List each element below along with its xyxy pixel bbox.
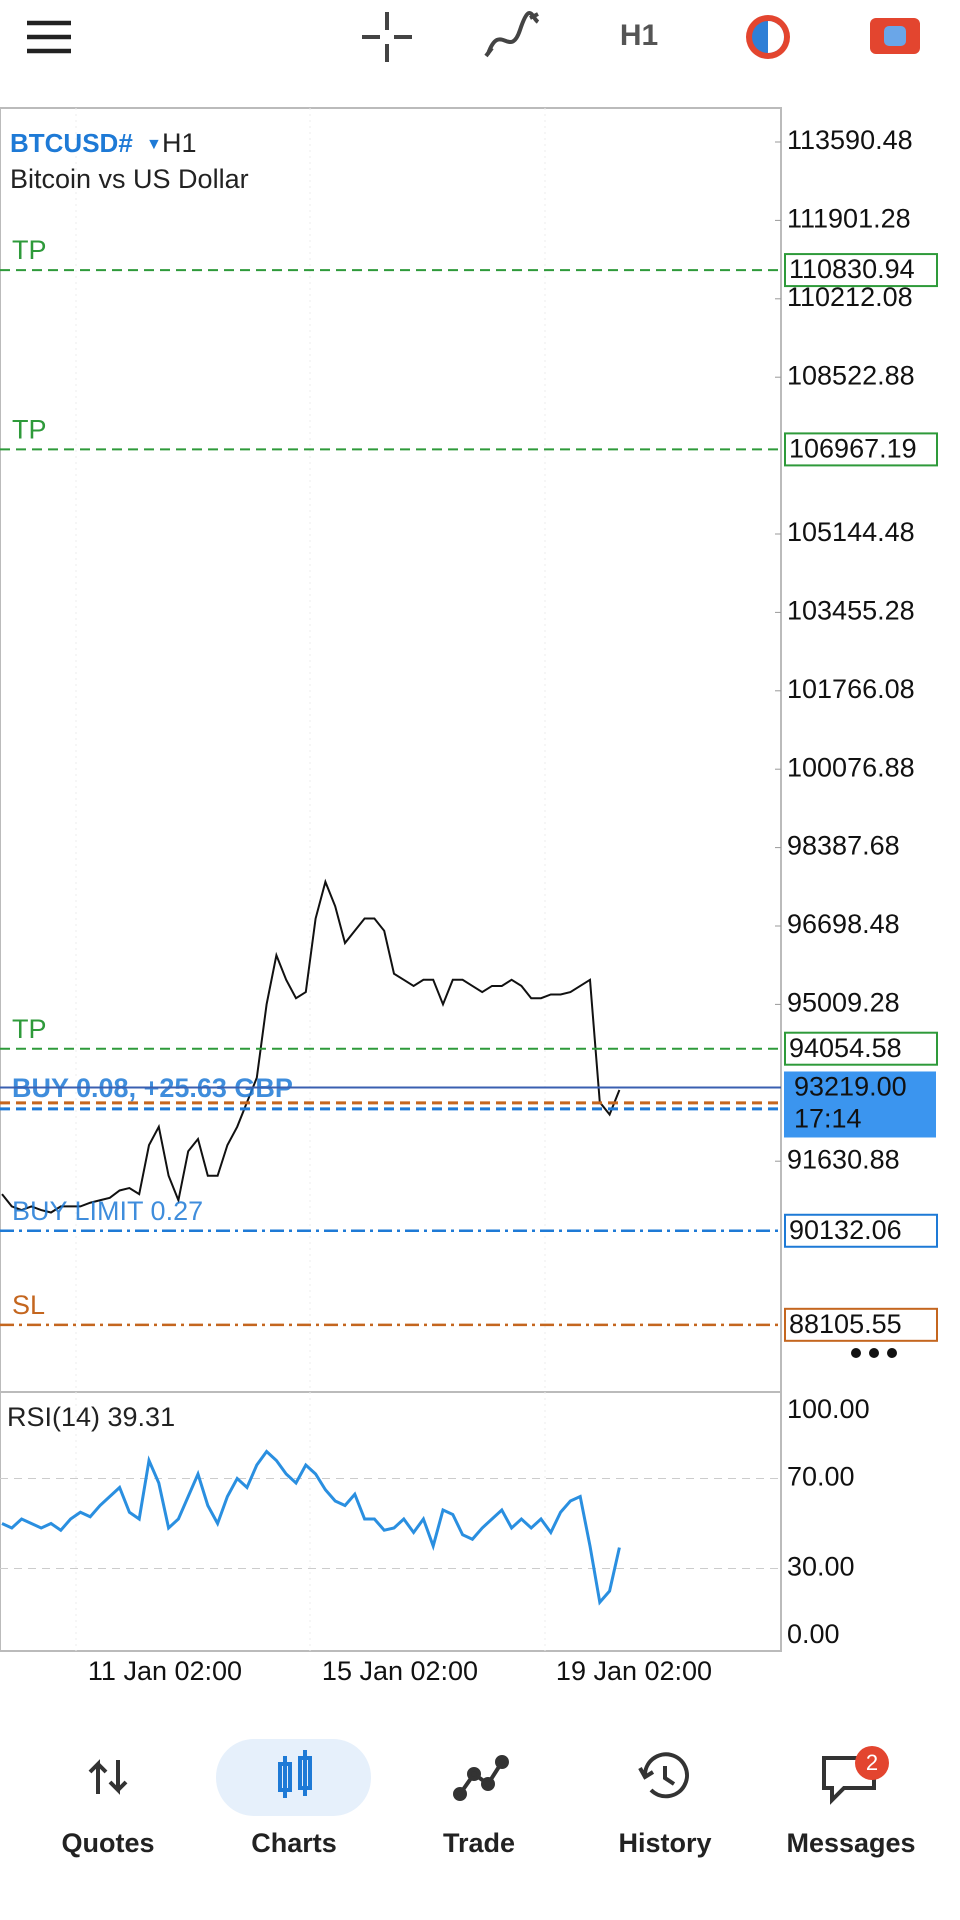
x-tick-label: 19 Jan 02:00 (556, 1656, 712, 1686)
take-profit-label: TP (12, 235, 47, 265)
vertical-grid (75, 108, 546, 1651)
trade-icon[interactable] (453, 1755, 509, 1801)
nav-label[interactable]: History (618, 1828, 711, 1858)
nav-label[interactable]: Quotes (61, 1828, 154, 1858)
price-line (1, 878, 621, 1214)
rsi-line (1, 1449, 621, 1606)
take-profit-value: 106967.19 (789, 434, 917, 464)
nav-label[interactable]: Charts (251, 1828, 337, 1858)
one-click-button[interactable] (746, 15, 790, 59)
y-tick-label: 95009.28 (787, 988, 900, 1018)
last-price-value: 93219.00 (794, 1072, 907, 1102)
y-tick-label: 113590.48 (787, 125, 913, 155)
trade-button[interactable] (870, 18, 920, 54)
pending-label: BUY LIMIT 0.27 (12, 1196, 203, 1226)
take-profit-label: TP (12, 1014, 47, 1044)
symbol-description: Bitcoin vs US Dollar (10, 164, 249, 194)
y-tick-label: 98387.68 (787, 831, 900, 861)
indicators-button[interactable] (484, 11, 540, 58)
crosshair-button[interactable] (362, 12, 412, 62)
x-tick-label: 11 Jan 02:00 (88, 1656, 242, 1686)
y-tick-label: 100076.88 (787, 752, 915, 782)
y-tick-label: 96698.48 (787, 909, 900, 939)
chart-timeframe: H1 (162, 128, 197, 158)
symbol-dropdown[interactable]: ▼ (146, 136, 162, 153)
stop-loss-box (784, 1307, 938, 1342)
take-profit-value: 94054.58 (789, 1033, 902, 1063)
badge-count: 2 (866, 1750, 878, 1775)
more-button[interactable] (851, 1348, 897, 1358)
last-price-time: 17:14 (794, 1104, 862, 1134)
x-tick-label: 15 Jan 02:00 (322, 1656, 478, 1686)
history-icon[interactable] (638, 1752, 689, 1799)
quotes-icon[interactable] (88, 1759, 128, 1795)
nav-label[interactable]: Trade (443, 1828, 515, 1858)
take-profit-box (784, 253, 938, 288)
rsi-tick-label: 0.00 (787, 1619, 840, 1649)
rsi-tick-label: 70.00 (787, 1462, 855, 1492)
last-price-box (784, 1071, 936, 1138)
stop-loss-label: SL (12, 1290, 45, 1320)
rsi-label: RSI(14) 39.31 (7, 1402, 175, 1432)
y-tick-label: 91630.88 (787, 1144, 900, 1174)
symbol[interactable]: BTCUSD# (10, 128, 133, 158)
y-tick-label: 101766.08 (787, 674, 915, 704)
take-profit-value: 110830.94 (789, 254, 915, 284)
y-tick-label: 111901.28 (787, 204, 911, 234)
y-tick-label: 108522.88 (787, 360, 915, 390)
rsi-tick-label: 30.00 (787, 1552, 855, 1582)
rsi-frame (0, 1391, 782, 1652)
badge (855, 1746, 889, 1780)
take-profit-label: TP (12, 415, 47, 445)
menu-button[interactable] (27, 20, 71, 54)
rsi-tick-label: 100.00 (787, 1394, 870, 1424)
take-profit-box (784, 1031, 938, 1066)
take-profit-box (784, 432, 938, 467)
y-tick-label: 105144.48 (787, 517, 915, 547)
active-tab-highlight (216, 1739, 371, 1816)
charts-icon[interactable] (278, 1750, 312, 1798)
pending-box (784, 1213, 938, 1248)
stop-loss-value: 88105.55 (789, 1309, 902, 1339)
pending-value: 90132.06 (789, 1215, 902, 1245)
nav-label[interactable]: Messages (786, 1828, 915, 1858)
y-tick-label: 103455.28 (787, 596, 915, 626)
timeframe-button[interactable]: H1 (620, 19, 658, 52)
